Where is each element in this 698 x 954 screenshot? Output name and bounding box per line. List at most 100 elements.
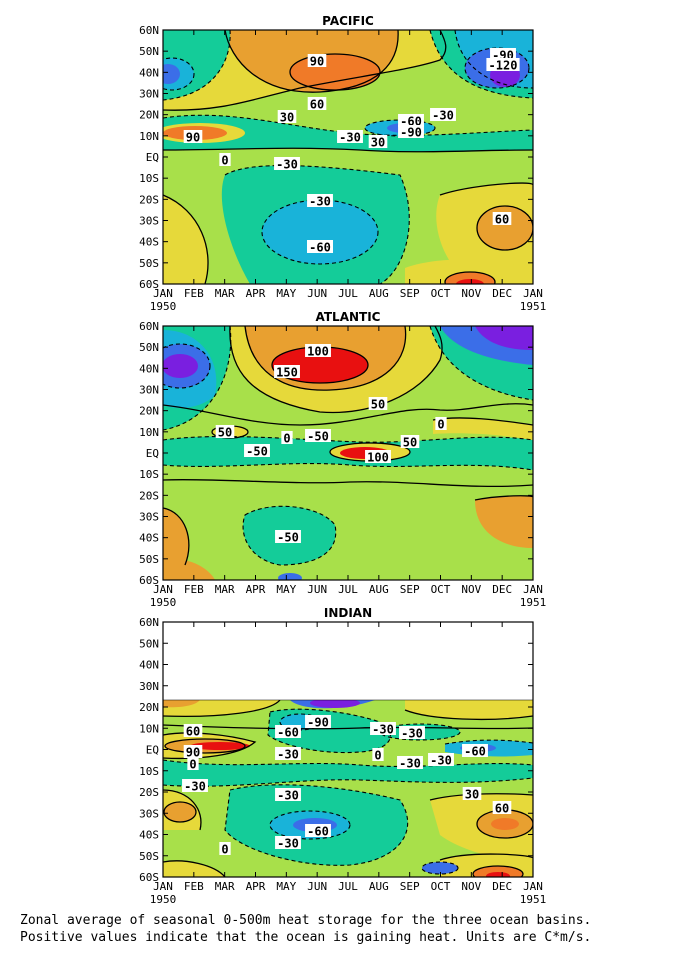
x-year-end: 1951: [520, 596, 547, 609]
x-tick-label: NOV: [461, 287, 481, 300]
contour-label: 60: [186, 725, 200, 739]
pacific-panel: PACIFIC: [139, 14, 546, 313]
contour-label-bg: [428, 753, 454, 766]
y-tick-label: 10N: [139, 722, 159, 735]
y-tick-label: 50S: [139, 553, 159, 566]
contour-label: -60: [277, 726, 299, 740]
x-tick-label: JUL: [338, 880, 358, 893]
contour-label: 60: [495, 213, 509, 227]
contour-label-bg: [372, 748, 384, 761]
y-tick-label: 30N: [139, 680, 159, 693]
contour-label: -60: [307, 825, 329, 839]
atlantic-title: ATLANTIC: [316, 310, 381, 324]
x-tick-label: JUN: [307, 583, 327, 596]
x-tick-label: JAN: [523, 880, 543, 893]
x-tick-label: MAY: [276, 583, 296, 596]
pacific-title: PACIFIC: [322, 14, 374, 28]
y-tick-label: 40S: [139, 829, 159, 842]
x-tick-label: JUL: [338, 583, 358, 596]
contour-label: -50: [246, 445, 268, 459]
y-tick-label: 10S: [139, 765, 159, 778]
contour-label-bg: [182, 779, 208, 792]
contour-label: 0: [221, 154, 228, 168]
contour-label: -30: [277, 789, 299, 803]
contour-label: -90: [307, 716, 329, 730]
y-tick-label: 60N: [139, 320, 159, 333]
contour-label-bg: [397, 756, 423, 769]
contour-label-bg: [398, 114, 424, 127]
x-tick-label: SEP: [400, 287, 420, 300]
atlantic-panel: ATLANTIC: [139, 310, 546, 609]
indian-panel: INDIAN: [139, 606, 546, 906]
contour-label: 50: [403, 436, 417, 450]
contour-label-bg: [187, 757, 199, 770]
y-tick-label: 30S: [139, 807, 159, 820]
caption-line-1: Zonal average of seasonal 0-500m heat st…: [20, 913, 591, 928]
x-tick-label: OCT: [431, 880, 451, 893]
pacific-field: [163, 30, 533, 284]
y-tick-label: EQ: [146, 447, 159, 460]
contour-label: -30: [277, 837, 299, 851]
contour-label: 90: [186, 131, 200, 145]
x-tick-label: APR: [246, 287, 266, 300]
x-tick-label: JAN: [523, 583, 543, 596]
y-tick-label: 30S: [139, 215, 159, 228]
contour-label: -30: [339, 131, 361, 145]
contour-label-bg: [274, 157, 300, 170]
contour-label: 60: [495, 802, 509, 816]
x-tick-label: SEP: [400, 880, 420, 893]
y-tick-label: 50S: [139, 257, 159, 270]
contour-label-bg: [305, 715, 331, 728]
contour-label-bg: [365, 450, 391, 463]
contour-label: 0: [283, 432, 290, 446]
x-tick-label: FEB: [184, 583, 204, 596]
contour-label: 50: [218, 426, 232, 440]
x-tick-label: MAY: [276, 287, 296, 300]
contour-label-bg: [183, 745, 203, 758]
contour-label: 100: [367, 451, 389, 465]
contour-label-bg: [398, 125, 424, 138]
contour-label-bg: [370, 722, 396, 735]
contour-label-bg: [275, 836, 301, 849]
x-tick-label: AUG: [369, 287, 389, 300]
x-tick-label: FEB: [184, 287, 204, 300]
x-tick-label: APR: [246, 880, 266, 893]
contour-label-bg: [183, 724, 203, 737]
y-tick-label: 40S: [139, 532, 159, 545]
contour-label: -30: [401, 727, 423, 741]
contour-label-bg: [435, 417, 447, 430]
x-tick-label: SEP: [400, 583, 420, 596]
y-tick-label: 10S: [139, 468, 159, 481]
x-year-start: 1950: [150, 300, 177, 313]
contour-label: 150: [276, 366, 298, 380]
x-tick-label: JUN: [307, 287, 327, 300]
contour-label-bg: [368, 135, 388, 148]
x-tick-label: JUN: [307, 880, 327, 893]
y-tick-label: 60S: [139, 278, 159, 291]
contour-label: 0: [437, 418, 444, 432]
x-year-end: 1951: [520, 300, 547, 313]
x-tick-label: OCT: [431, 287, 451, 300]
y-tick-label: 20S: [139, 786, 159, 799]
contour-label: -30: [309, 195, 331, 209]
contour-label-bg: [307, 54, 327, 67]
y-tick-label: 20S: [139, 489, 159, 502]
contour-label: -30: [430, 754, 452, 768]
y-tick-label: 50N: [139, 341, 159, 354]
contour-label: -30: [432, 109, 454, 123]
x-tick-label: DEC: [492, 880, 512, 893]
y-tick-label: 20S: [139, 193, 159, 206]
contour-label-bg: [275, 530, 301, 543]
y-tick-label: 30N: [139, 384, 159, 397]
contour-label-bg: [492, 801, 512, 814]
x-tick-label: JUL: [338, 287, 358, 300]
y-tick-label: 50N: [139, 637, 159, 650]
y-tick-label: 40S: [139, 236, 159, 249]
contour-label: 90: [310, 55, 324, 69]
contour-label: -30: [276, 158, 298, 172]
contour-label: -60: [309, 241, 331, 255]
y-tick-label: 60S: [139, 871, 159, 884]
y-tick-label: 10N: [139, 130, 159, 143]
contour-label-bg: [492, 212, 512, 225]
y-tick-label: 30N: [139, 88, 159, 101]
